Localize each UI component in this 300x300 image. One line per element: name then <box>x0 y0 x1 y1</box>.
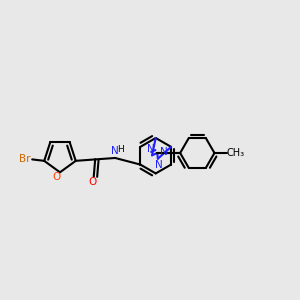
Text: Br: Br <box>19 154 31 164</box>
Text: N: N <box>147 144 154 154</box>
Text: H: H <box>117 146 124 154</box>
Text: O: O <box>52 172 61 182</box>
Text: O: O <box>88 177 96 187</box>
Text: N: N <box>111 146 119 156</box>
Text: CH₃: CH₃ <box>226 148 244 158</box>
Text: N: N <box>160 147 167 157</box>
Text: N: N <box>155 160 163 170</box>
